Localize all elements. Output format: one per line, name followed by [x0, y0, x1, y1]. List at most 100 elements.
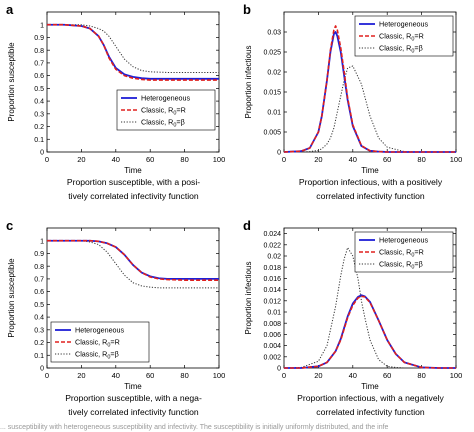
series-line	[284, 65, 456, 153]
x-tick-label: 100	[450, 371, 463, 380]
y-tick-label: 0.006	[263, 332, 281, 339]
series-line	[47, 23, 219, 80]
y-axis-label: Proportion infectious	[244, 46, 253, 119]
y-tick-label: 0.6	[34, 289, 44, 296]
legend-label: Classic, R0=β	[141, 118, 185, 129]
y-tick-label: 0	[277, 150, 281, 157]
y-axis-label: Proportion susceptible	[7, 258, 16, 338]
x-tick-label: 0	[45, 155, 49, 164]
plot-frame	[283, 227, 457, 369]
legend-label: Classic, R0=R	[141, 106, 186, 117]
caption-line2: correlated infectivity function	[316, 407, 425, 417]
y-tick-label: 0.008	[263, 321, 281, 328]
chart-b: 0 20 40 60 80 100 0 0.005 0.01 0.015 0.02 0.025 0.03…	[244, 11, 462, 175]
x-tick-label: 40	[349, 155, 357, 164]
legend-label: Heterogeneous	[141, 94, 191, 103]
y-tick-label: 0.016	[263, 276, 281, 283]
panel-letter: c	[6, 218, 14, 233]
figure-caption-footer: ... susceptibility with heterogeneous su…	[0, 424, 389, 431]
plot-frame	[283, 11, 457, 153]
x-tick-label: 80	[180, 371, 188, 380]
y-tick-label: 0.03	[267, 30, 281, 37]
panel-letter: d	[243, 218, 251, 233]
y-tick-label: 0.7	[34, 61, 44, 68]
y-tick-label: 0.005	[263, 130, 281, 137]
y-tick-label: 0.01	[267, 110, 281, 117]
series-line	[47, 23, 219, 81]
x-axis-label: Time	[361, 166, 379, 175]
y-tick-label: 1	[40, 238, 44, 245]
series-line	[283, 25, 456, 153]
plot-frame	[46, 227, 220, 369]
y-axis-label: Proportion infectious	[244, 262, 253, 335]
panel-letter: b	[243, 2, 251, 17]
y-tick-label: 0.2	[34, 340, 44, 347]
y-tick-label: 0.018	[263, 265, 281, 272]
y-tick-label: 0.5	[34, 302, 44, 309]
y-tick-label: 0.3	[34, 327, 44, 334]
y-tick-label: 0.022	[263, 242, 281, 249]
y-tick-label: 0	[40, 366, 44, 373]
chart-d: 0 20 40 60 80 100 0 0.002 0.004 0.006 0.008 0.01 0.0…	[244, 227, 463, 391]
legend-label: Classic, R0=β	[379, 260, 423, 271]
series-line	[284, 295, 456, 369]
y-tick-label: 0.8	[34, 48, 44, 55]
x-tick-label: 0	[282, 371, 286, 380]
legend-label: Classic, R0=R	[75, 338, 120, 349]
panel-a: a 0 20 40 60 80 100 0 0.1 0.2 0.3 0.4 0.5 0.6 0.7 0.8 0…	[0, 0, 237, 216]
caption-line1: Proportion susceptible, with a posi-	[66, 177, 201, 187]
y-axis-label: Proportion susceptible	[7, 42, 16, 122]
legend-label: Classic, R0=β	[379, 44, 423, 55]
y-tick-label: 0.8	[34, 264, 44, 271]
series-line	[47, 24, 219, 73]
series-line	[47, 239, 219, 281]
chart-a: 0 20 40 60 80 100 0 0.1 0.2 0.3 0.4 0.5 0.6 0.7 0.8 0.9…	[7, 11, 226, 175]
y-tick-label: 0.015	[263, 90, 281, 97]
x-tick-label: 20	[314, 155, 322, 164]
x-tick-label: 80	[417, 155, 425, 164]
legend-label: Heterogeneous	[379, 20, 429, 29]
x-tick-label: 100	[213, 155, 226, 164]
x-tick-label: 20	[77, 371, 85, 380]
panel-letter: a	[6, 2, 14, 17]
caption-line2: tively correlated infectivity function	[68, 407, 199, 417]
x-tick-label: 60	[383, 155, 391, 164]
x-tick-label: 80	[417, 371, 425, 380]
caption-line2: correlated infectivity function	[316, 191, 425, 201]
y-tick-label: 0.2	[34, 124, 44, 131]
y-tick-label: 0.002	[263, 354, 281, 361]
caption-line1: Proportion infectious, with a positively	[298, 177, 443, 187]
panel-d: d 0 20 40 60 80 100 0 0.002 0.004 0.006 0.008 0.01 0…	[237, 216, 474, 432]
series-line	[283, 31, 456, 153]
y-tick-label: 0	[277, 366, 281, 373]
panel-b: b 0 20 40 60 80 100 0 0.005 0.01 0.015 0.02 0.025 0.…	[237, 0, 474, 216]
y-tick-label: 1	[40, 22, 44, 29]
y-tick-label: 0.024	[263, 231, 281, 238]
series-line	[284, 294, 456, 369]
legend-label: Heterogeneous	[379, 236, 429, 245]
x-tick-label: 40	[112, 371, 120, 380]
y-tick-label: 0.012	[263, 298, 281, 305]
y-tick-label: 0.1	[34, 353, 44, 360]
x-tick-label: 60	[146, 155, 154, 164]
x-tick-label: 60	[146, 371, 154, 380]
x-tick-label: 100	[213, 371, 226, 380]
caption-line1: Proportion infectious, with a negatively	[297, 393, 444, 403]
legend-label: Classic, R0=R	[379, 248, 424, 259]
y-tick-label: 0.7	[34, 277, 44, 284]
y-tick-label: 0.1	[34, 137, 44, 144]
chart-c: 0 20 40 60 80 100 0 0.1 0.2 0.3 0.4 0.5 0.6 0.7 0.8 0.9…	[7, 227, 226, 391]
y-tick-label: 0.4	[34, 99, 44, 106]
x-tick-label: 20	[77, 155, 85, 164]
y-tick-label: 0.9	[34, 35, 44, 42]
caption-line2: tively correlated infectivity function	[68, 191, 199, 201]
y-tick-label: 0.6	[34, 73, 44, 80]
x-tick-label: 0	[282, 155, 286, 164]
y-tick-label: 0.01	[267, 310, 281, 317]
legend-label: Heterogeneous	[75, 326, 125, 335]
y-tick-label: 0.02	[267, 254, 281, 261]
x-axis-label: Time	[361, 382, 379, 391]
